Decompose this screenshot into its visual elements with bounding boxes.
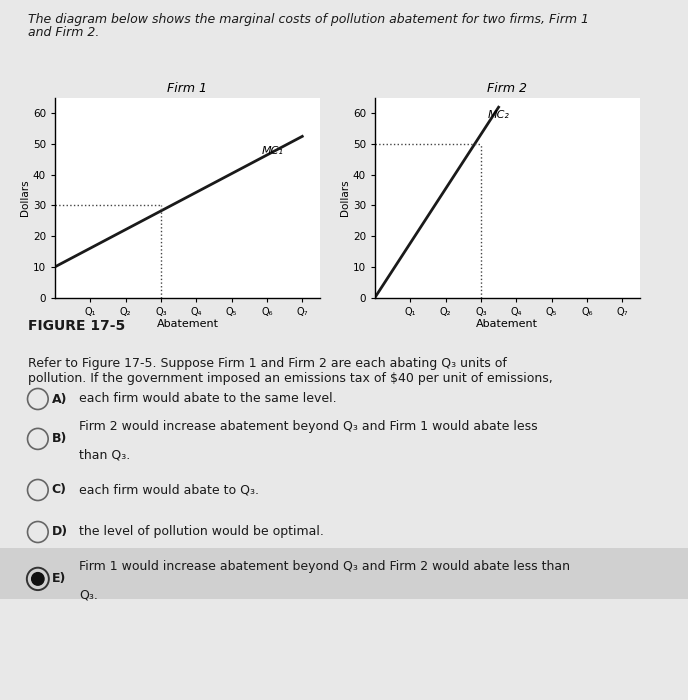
- Text: than Q₃.: than Q₃.: [79, 448, 130, 461]
- Text: C): C): [52, 484, 67, 496]
- Text: E): E): [52, 573, 66, 585]
- Y-axis label: Dollars: Dollars: [340, 179, 350, 216]
- Text: MC₂: MC₂: [488, 111, 510, 120]
- X-axis label: Abatement: Abatement: [476, 319, 539, 329]
- Text: each firm would abate to Q₃.: each firm would abate to Q₃.: [79, 484, 259, 496]
- Text: Refer to Figure 17-5. Suppose Firm 1 and Firm 2 are each abating Q₃ units of: Refer to Figure 17-5. Suppose Firm 1 and…: [28, 357, 506, 370]
- Text: MC₁: MC₁: [261, 146, 283, 156]
- X-axis label: Abatement: Abatement: [156, 319, 219, 329]
- Text: and Firm 2.: and Firm 2.: [28, 26, 99, 39]
- Text: each firm would abate to the same level.: each firm would abate to the same level.: [79, 393, 336, 405]
- Text: Firm 1 would increase abatement beyond Q₃ and Firm 2 would abate less than: Firm 1 would increase abatement beyond Q…: [79, 560, 570, 573]
- Text: The diagram below shows the marginal costs of pollution abatement for two firms,: The diagram below shows the marginal cos…: [28, 13, 588, 26]
- Text: Firm 2 would increase abatement beyond Q₃ and Firm 1 would abate less: Firm 2 would increase abatement beyond Q…: [79, 420, 538, 433]
- Text: Q₃.: Q₃.: [79, 588, 98, 601]
- Title: Firm 2: Firm 2: [487, 83, 528, 95]
- Title: Firm 1: Firm 1: [167, 83, 208, 95]
- Text: the level of pollution would be optimal.: the level of pollution would be optimal.: [79, 526, 324, 538]
- Text: pollution. If the government imposed an emissions tax of $40 per unit of emissio: pollution. If the government imposed an …: [28, 372, 552, 386]
- Y-axis label: Dollars: Dollars: [20, 179, 30, 216]
- Text: A): A): [52, 393, 67, 405]
- Text: D): D): [52, 526, 67, 538]
- Text: FIGURE 17-5: FIGURE 17-5: [28, 318, 125, 332]
- Text: B): B): [52, 433, 67, 445]
